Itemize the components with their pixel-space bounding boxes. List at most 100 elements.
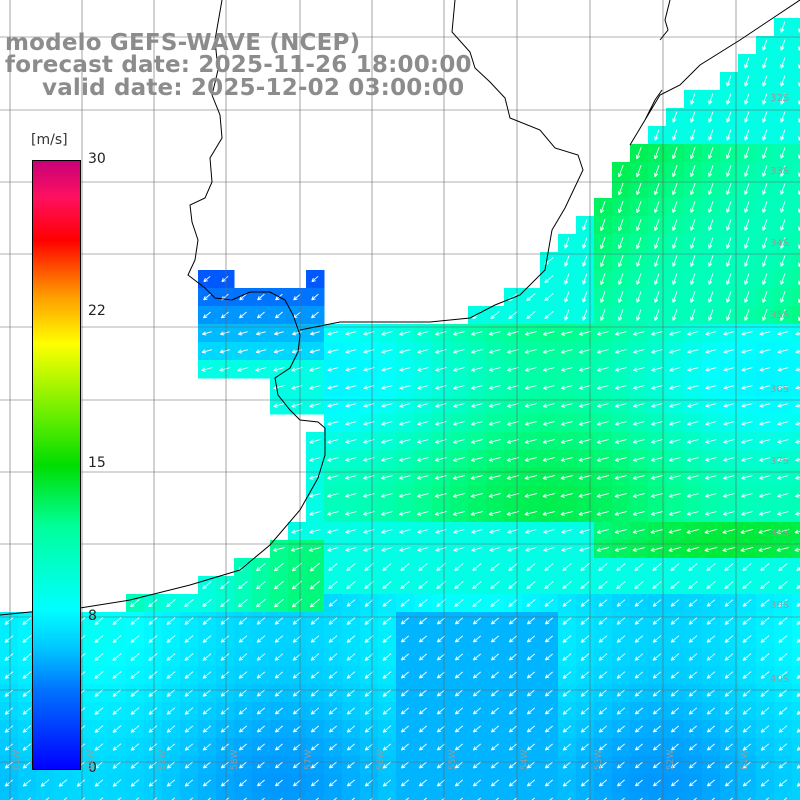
wind-arrow — [668, 528, 682, 534]
wind-arrow — [525, 385, 537, 390]
wind-arrow — [760, 779, 770, 787]
wind-arrow — [435, 547, 447, 552]
wind-arrow — [273, 598, 284, 608]
wind-arrow — [634, 761, 643, 769]
wind-arrow — [580, 653, 590, 661]
wind-arrow — [542, 456, 556, 462]
wind-arrow — [310, 653, 320, 661]
wind-arrow — [760, 671, 770, 679]
wind-arrow — [711, 797, 715, 800]
wind-speed-cell — [558, 792, 577, 800]
wind-arrow — [416, 492, 429, 498]
wind-arrow — [650, 510, 664, 516]
wind-arrow — [345, 385, 357, 390]
wind-arrow — [616, 563, 626, 572]
wind-arrow — [381, 493, 393, 498]
wind-arrow — [382, 689, 392, 697]
wind-arrow — [670, 689, 680, 697]
wind-arrow — [310, 689, 320, 697]
wind-arrow — [740, 546, 754, 552]
wind-arrow — [472, 617, 481, 625]
wind-arrow — [310, 725, 319, 733]
wind-arrow — [726, 201, 732, 213]
wind-arrow — [726, 111, 732, 123]
lon-label: 55W — [448, 749, 458, 770]
wind-arrow — [580, 599, 590, 607]
wind-speed-cell — [792, 774, 800, 793]
wind-arrow — [382, 563, 392, 572]
wind-arrow — [672, 237, 678, 249]
wind-arrow — [777, 493, 789, 498]
wind-arrow — [758, 546, 772, 552]
wind-arrow — [309, 439, 321, 444]
wind-arrow — [724, 599, 734, 607]
wind-arrow — [382, 653, 392, 661]
wind-arrow — [544, 707, 553, 715]
wind-arrow — [544, 761, 553, 769]
wind-arrow — [238, 653, 248, 661]
wind-arrow — [544, 725, 553, 733]
wind-arrow — [346, 617, 356, 625]
wind-arrow — [418, 563, 428, 572]
wind-arrow — [436, 689, 445, 697]
wind-arrow — [759, 511, 771, 516]
wind-arrow — [309, 598, 320, 608]
wind-arrow — [309, 349, 321, 354]
wind-arrow — [346, 635, 356, 643]
wind-arrow — [333, 797, 337, 800]
wind-arrow — [220, 707, 230, 715]
wind-arrow — [274, 761, 283, 769]
wind-arrow — [399, 439, 411, 444]
wind-arrow — [705, 349, 717, 354]
wind-arrow — [688, 779, 697, 787]
wind-arrow — [616, 689, 626, 697]
wind-speed-cell — [0, 792, 19, 800]
wind-arrow — [598, 581, 608, 590]
wind-arrow — [560, 438, 574, 444]
wind-arrow — [400, 743, 409, 751]
wind-arrow — [762, 219, 768, 231]
wind-arrow — [600, 255, 606, 268]
wind-arrow — [112, 653, 122, 661]
wind-arrow — [238, 331, 248, 336]
wind-arrow — [345, 475, 357, 480]
wind-arrow — [274, 311, 283, 319]
wind-arrow — [777, 457, 789, 462]
wind-arrow — [670, 779, 679, 787]
wind-arrow — [542, 349, 555, 354]
wind-arrow — [256, 725, 265, 733]
wind-arrow — [441, 797, 445, 800]
wind-arrow — [130, 671, 140, 679]
wind-arrow — [400, 635, 409, 643]
wind-speed-cell — [738, 792, 757, 800]
wind-arrow — [130, 635, 140, 643]
wind-speed-cell — [522, 792, 541, 800]
wind-arrow — [382, 725, 392, 733]
wind-arrow — [654, 146, 660, 160]
wind-arrow — [435, 421, 447, 426]
wind-arrow — [724, 617, 734, 625]
wind-arrow — [112, 689, 122, 697]
coastline — [0, 0, 800, 616]
wind-arrow — [416, 475, 429, 480]
wind-arrow — [760, 707, 770, 715]
wind-arrow — [634, 617, 644, 625]
wind-arrow — [762, 147, 768, 159]
wind-arrow — [202, 581, 212, 590]
wind-arrow — [489, 529, 501, 534]
wind-arrow — [686, 528, 700, 534]
wind-arrow — [351, 797, 355, 800]
wind-arrow — [291, 385, 303, 390]
wind-arrow — [544, 581, 554, 590]
wind-arrow — [237, 349, 249, 354]
wind-arrow — [417, 403, 429, 408]
wind-arrow — [777, 421, 789, 426]
wind-arrow — [452, 492, 466, 498]
wind-arrow — [596, 510, 610, 516]
wind-arrow — [309, 493, 321, 498]
wind-arrow — [780, 129, 786, 141]
wind-arrow — [672, 183, 678, 196]
wind-arrow — [417, 367, 429, 372]
wind-arrow — [708, 147, 714, 160]
